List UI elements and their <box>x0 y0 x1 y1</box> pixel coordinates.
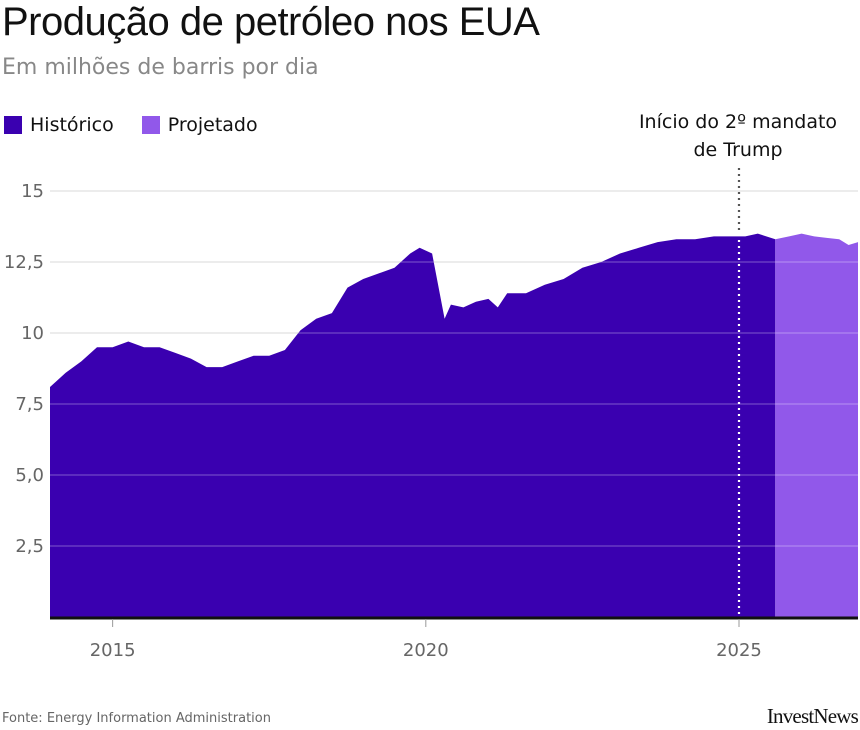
legend: Histórico Projetado <box>4 114 286 136</box>
source-note: Fonte: Energy Information Administration <box>2 711 271 726</box>
chart-title: Produção de petróleo nos EUA <box>2 0 540 44</box>
y-tick-label-0: 2,5 <box>15 536 44 557</box>
legend-item-projetado: Projetado <box>141 114 258 136</box>
y-tick-label-5: 15 <box>21 181 44 202</box>
x-tick-label-2: 2025 <box>716 640 762 661</box>
oil-production-chart: 2,5 5,0 7,5 10 12,5 15 2015 2020 2025 <box>4 168 858 661</box>
y-tick-label-2: 7,5 <box>15 394 44 415</box>
y-tick-label-4: 12,5 <box>4 252 44 273</box>
y-tick-label-1: 5,0 <box>15 465 44 486</box>
legend-label-historico: Histórico <box>30 114 114 136</box>
legend-swatch-projetado <box>141 116 160 134</box>
legend-swatch-historico <box>4 116 22 134</box>
x-tick-label-0: 2015 <box>90 640 136 661</box>
brand-logo: InvestNews <box>766 704 859 728</box>
legend-item-historico: Histórico <box>4 114 114 136</box>
legend-label-projetado: Projetado <box>167 114 258 136</box>
y-tick-label-3: 10 <box>21 323 44 344</box>
annotation-trump: Início do 2º mandato de Trump <box>620 108 856 164</box>
x-tick-label-1: 2020 <box>403 640 449 661</box>
chart-subtitle: Em milhões de barris por dia <box>2 55 319 80</box>
annotation-line-2: de Trump <box>693 139 783 161</box>
area-series-0 <box>50 233 776 617</box>
annotation-line-1: Início do 2º mandato <box>638 111 838 133</box>
area-series-1 <box>775 233 858 617</box>
